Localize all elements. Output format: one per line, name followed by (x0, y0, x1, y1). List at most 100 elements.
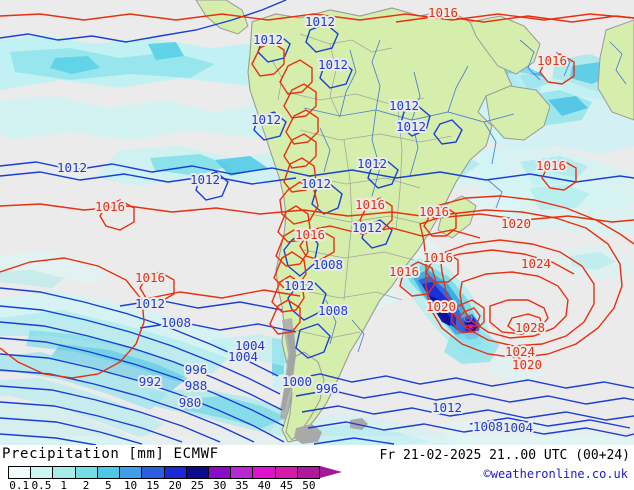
isobar-label-halo: 1012 (396, 119, 426, 134)
isobar-label: 1012 (396, 119, 426, 134)
isobar-label-halo: 1012 (389, 98, 419, 113)
isobar-label: 1024 (521, 256, 551, 271)
color-scale-tick: 35 (235, 479, 249, 490)
color-scale-tick: 1 (60, 479, 68, 490)
isobar-label-halo: 1012 (305, 14, 335, 29)
color-scale-tick: 30 (213, 479, 227, 490)
color-scale-cell (74, 467, 97, 478)
isobar-label: 1012 (284, 278, 314, 293)
color-scale-cell (230, 467, 253, 478)
color-scale-cell (163, 467, 186, 478)
isobar-label-halo: 1012 (318, 57, 348, 72)
isobar-label-halo: 1012 (135, 296, 165, 311)
central-america (195, 0, 249, 35)
isobar-label: 996 (316, 381, 339, 396)
isobar-label: 1008 (313, 257, 343, 272)
andes-ridge-south-2 (280, 328, 296, 412)
isobar-label-halo: 1012 (251, 112, 281, 127)
color-scale-cell (96, 467, 120, 478)
isobar-label: 1004 (228, 349, 258, 364)
isobar-label-halo: 1000 (282, 374, 312, 389)
isobar-label: 1012 (352, 220, 382, 235)
isobar-label-halo: 1012 (253, 32, 283, 47)
isobar-label: 1004 (235, 338, 265, 353)
color-scale-cell (9, 467, 31, 478)
color-scale-cell (185, 467, 208, 478)
color-scale-tick: 0.5 (31, 479, 52, 490)
isobar-label-halo: 1016 (423, 250, 453, 265)
isobar-label-halo: 1016 (355, 197, 385, 212)
isobar-label: 1016 (295, 227, 325, 242)
isobar-label-halo: 1020 (512, 357, 542, 372)
color-scale-cell (296, 467, 320, 478)
isobar-label: 1012 (135, 296, 165, 311)
color-scale-tick: 15 (146, 479, 160, 490)
isobar-label-halo: 1024 (521, 256, 551, 271)
isobar-label-halo: 1016 (419, 204, 449, 219)
landmass-south-america (195, 0, 634, 444)
isobar-label: 1016 (135, 270, 165, 285)
isobar-label-halo: 1012 (357, 156, 387, 171)
isobar-label-halo: 1008 (473, 419, 503, 434)
isobar-label-halo: 980 (179, 395, 202, 410)
isobar-label-halo: 1008 (313, 257, 343, 272)
isobar-label: 1024 (505, 344, 535, 359)
isobar-label: 1016 (428, 5, 458, 20)
color-scale-tick-labels: 0.1 0.5 1 2 5 10 15 20 25 30 35 40 45 50 (0, 479, 334, 490)
isobar-label: 1016 (355, 197, 385, 212)
isobar-label-halo: 1012 (352, 220, 382, 235)
color-scale-cell (52, 467, 75, 478)
isobars-low (0, 0, 634, 445)
color-scale-cell (119, 467, 142, 478)
isobar-label: 992 (139, 374, 162, 389)
tierra-del-fuego (294, 424, 322, 444)
isobar-label-halo: 1012 (284, 278, 314, 293)
color-scale-tick: 2 (82, 479, 90, 490)
isobar-label: 1016 (95, 199, 125, 214)
isobar-label: 1008 (473, 419, 503, 434)
isobar-label: 1008 (318, 303, 348, 318)
color-scale-cell (252, 467, 275, 478)
isobar-label-halo: 996 (185, 362, 208, 377)
isobar-label: 1020 (512, 357, 542, 372)
isobar-label: 996 (185, 362, 208, 377)
isobar-label-halo: 1004 (235, 338, 265, 353)
isobar-label: 1012 (190, 172, 220, 187)
isobar-label: 988 (185, 378, 208, 393)
isobar-label: 1012 (357, 156, 387, 171)
color-scale-cell (30, 467, 53, 478)
ne-brazil-bulge (485, 85, 551, 141)
rivers (303, 39, 627, 353)
isobar-label: 1012 (251, 112, 281, 127)
guyana-region (469, 15, 541, 75)
isobar-label-halo: 1004 (503, 420, 533, 435)
isobar-label-halo: 1008 (318, 303, 348, 318)
isobar-label-halo: 1012 (432, 400, 462, 415)
precipitation-map[interactable]: 1012 1012 1016 1016 1016 1016 1012 1012 1008 1008… (0, 0, 634, 445)
color-scale-tick: 5 (104, 479, 112, 490)
isobar-label-halo: 1016 (389, 264, 419, 279)
color-scale-tick: 40 (257, 479, 271, 490)
forecast-timestamp: Fr 21-02-2025 21..00 UTC (00+24) (379, 448, 630, 463)
isobar-label: 1028 (515, 320, 545, 335)
se-brazil-coast (437, 195, 477, 239)
isobar-label: 1012 (301, 176, 331, 191)
isobar-label-halo: 1020 (501, 216, 531, 231)
falkland-islands (350, 418, 368, 430)
isobar-label-group: 1012 1012 1016 1016 1016 1016 1012 1012 1008 1008… (55, 3, 569, 437)
isobar-label-halo: 1016 (536, 158, 566, 173)
legend-panel: Precipitation [mm] ECMWF 0.1 0.5 1 2 5 10 15 20… (0, 445, 634, 490)
color-scale-tick: 45 (279, 479, 294, 490)
isobar-label-halo: 1016 (135, 270, 165, 285)
isobar-label: 1012 (57, 160, 87, 175)
isobar-label: 1000 (282, 374, 312, 389)
isobar-label: 1012 (305, 14, 335, 29)
isobar-label: 1016 (423, 250, 453, 265)
isobar-label-halo: 1016 (428, 5, 458, 20)
isobar-label-halo: 996 (316, 381, 339, 396)
color-scale-cells (8, 466, 320, 479)
isobar-label-halo: 1020 (426, 299, 456, 314)
isobar-label-halo: 992 (139, 374, 162, 389)
color-scale-tick: 50 (302, 479, 316, 490)
isobar-label: 1016 (536, 158, 566, 173)
